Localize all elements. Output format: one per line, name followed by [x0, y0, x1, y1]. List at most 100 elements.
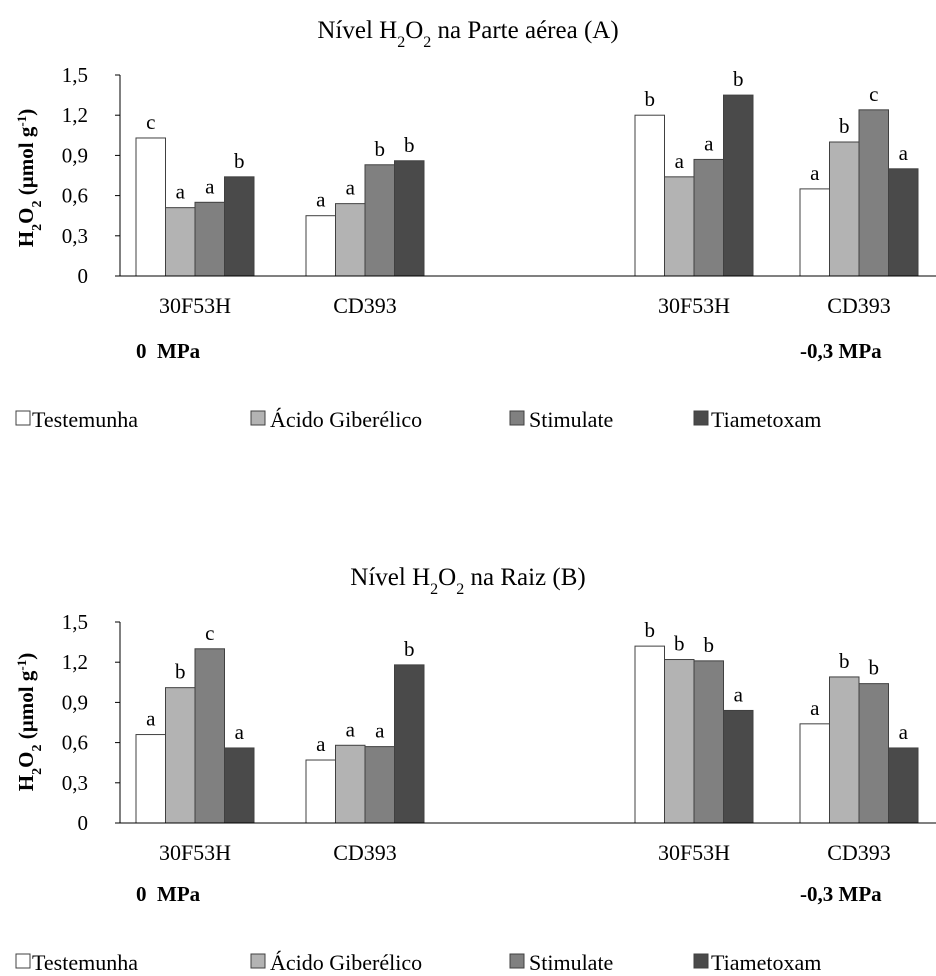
- title-subscript: 2: [423, 34, 431, 51]
- bar: [664, 659, 695, 824]
- title-part: Nível H: [350, 564, 430, 591]
- ylabel-part: H: [14, 775, 38, 791]
- y-tick-label: 0,3: [62, 224, 88, 248]
- significance-letter: b: [404, 637, 415, 661]
- y-tick-label: 0,6: [62, 184, 88, 208]
- bar: [305, 759, 336, 824]
- y-tick-label: 0,3: [62, 771, 88, 795]
- title-part: na Raiz (B): [464, 564, 585, 591]
- y-tick-label: 1,2: [62, 650, 88, 674]
- significance-letter: a: [205, 174, 215, 198]
- pressure-group-label: 0 MPa: [136, 339, 201, 363]
- bar: [858, 109, 889, 277]
- significance-letter: b: [234, 149, 245, 173]
- bar: [394, 160, 425, 277]
- x-category-label: 30F53H: [159, 840, 231, 865]
- legend-swatch: [250, 410, 266, 426]
- bar: [165, 687, 196, 824]
- legend-label: Ácido Giberélico: [270, 407, 422, 432]
- chart-title: Nível H2O2 na Raiz (B): [350, 564, 585, 598]
- bar: [723, 94, 754, 277]
- legend-label: Stimulate: [529, 407, 613, 432]
- ylabel-part: (µmol g: [14, 670, 38, 744]
- legend-swatch: [693, 410, 709, 426]
- significance-letter: a: [899, 720, 909, 744]
- title-part: Nível H: [317, 17, 397, 44]
- significance-letter: b: [839, 649, 850, 673]
- legend-label: Testemunha: [32, 407, 138, 432]
- significance-letter: a: [235, 720, 245, 744]
- x-category-label: 30F53H: [159, 293, 231, 318]
- pressure-group-label: 0 MPa: [136, 882, 201, 906]
- ylabel-part: O: [14, 752, 38, 768]
- significance-letter: c: [205, 621, 214, 645]
- significance-letter: a: [810, 161, 820, 185]
- y-tick-label: 1,2: [62, 103, 88, 127]
- significance-letter: a: [734, 682, 744, 706]
- bar: [799, 723, 830, 824]
- title-subscript: 2: [397, 34, 405, 51]
- title-part: O: [405, 17, 423, 44]
- bar: [335, 744, 366, 824]
- bar: [135, 734, 166, 824]
- ylabel-part: ): [14, 653, 38, 660]
- significance-letter: a: [675, 149, 685, 173]
- y-tick-label: 1,5: [62, 610, 88, 634]
- bar: [335, 203, 366, 277]
- bar: [394, 664, 425, 824]
- significance-letter: a: [346, 717, 356, 741]
- significance-letter: c: [869, 82, 878, 106]
- bar: [165, 207, 196, 277]
- bar: [664, 176, 695, 277]
- bar: [858, 683, 889, 824]
- significance-letter: b: [175, 660, 186, 684]
- legend-swatch: [693, 953, 709, 969]
- y-axis-label: H2O2 (µmol g-1): [14, 653, 45, 791]
- bar: [693, 158, 724, 277]
- ylabel-superscript: -1: [14, 116, 29, 127]
- x-category-label: 30F53H: [658, 840, 730, 865]
- bar: [888, 168, 919, 277]
- y-tick-label: 0,9: [62, 143, 88, 167]
- ylabel-subscript: 2: [30, 768, 45, 775]
- legend-label: Tiametoxam: [711, 407, 821, 432]
- ylabel-subscript: 2: [30, 224, 45, 231]
- bar: [829, 141, 860, 277]
- significance-letter: b: [645, 618, 656, 642]
- bar: [194, 648, 225, 824]
- x-category-label: CD393: [827, 840, 891, 865]
- y-tick-label: 1,5: [62, 63, 88, 87]
- legend-label: Testemunha: [32, 950, 138, 975]
- x-category-label: CD393: [333, 840, 397, 865]
- significance-letter: a: [899, 141, 909, 165]
- legend-label: Stimulate: [529, 950, 613, 975]
- significance-letter: b: [704, 633, 715, 657]
- legend-swatch: [15, 410, 31, 426]
- y-tick-label: 0: [78, 811, 89, 835]
- bar: [888, 747, 919, 824]
- y-tick-label: 0,6: [62, 731, 88, 755]
- significance-letter: a: [810, 696, 820, 720]
- significance-letter: a: [146, 707, 156, 731]
- y-tick-label: 0,9: [62, 690, 88, 714]
- significance-letter: b: [674, 632, 685, 656]
- bar: [723, 709, 754, 824]
- significance-letter: a: [375, 719, 385, 743]
- ylabel-part: (µmol g: [14, 126, 38, 200]
- significance-letter: b: [645, 87, 656, 111]
- bar: [799, 188, 830, 277]
- legend-swatch: [509, 410, 525, 426]
- significance-letter: b: [869, 656, 880, 680]
- bar: [634, 114, 665, 277]
- y-axis-label: H2O2 (µmol g-1): [14, 109, 45, 247]
- ylabel-subscript: 2: [30, 201, 45, 208]
- significance-letter: b: [733, 67, 744, 91]
- legend-swatch: [250, 953, 266, 969]
- y-tick-label: 0: [78, 264, 89, 288]
- x-category-label: CD393: [827, 293, 891, 318]
- title-subscript: 2: [456, 581, 464, 598]
- bar: [693, 660, 724, 824]
- legend-label: Tiametoxam: [711, 950, 821, 975]
- significance-letter: a: [316, 188, 326, 212]
